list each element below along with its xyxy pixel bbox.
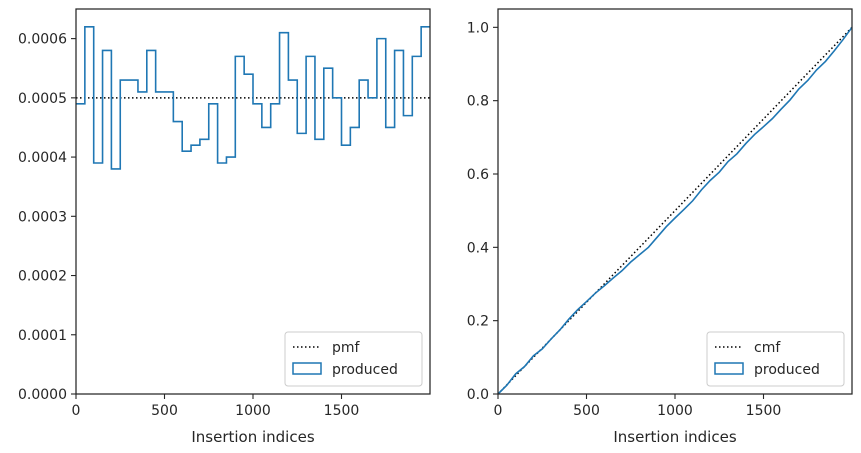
- cmf-series-produced: [497, 26, 853, 395]
- pmf-legend-produced-swatch: [292, 362, 322, 375]
- cmf-y-axis-ticks: 0.0 0.2 0.4 0.6 0.8 1.0: [467, 20, 498, 403]
- pmf-y-tick-label: 0.0005: [18, 91, 67, 107]
- pmf-y-tick-label: 0.0004: [18, 150, 67, 166]
- cmf-x-tick-label: 0: [494, 403, 503, 419]
- pmf-y-tick-label: 0.0001: [18, 328, 67, 344]
- cmf-x-axis-label: Insertion indices: [613, 428, 736, 446]
- cmf-plot-area: [497, 26, 853, 395]
- cmf-x-tick-label: 1500: [746, 403, 782, 419]
- cmf-chart-panel: 0 500 1000 1500 0.0 0.2 0.4 0.6 0.8 1.0 Insertio…: [467, 8, 853, 446]
- cmf-y-tick-label: 1.0: [467, 20, 489, 36]
- cmf-y-tick-label: 0.2: [467, 314, 489, 330]
- pmf-y-tick-label: 0.0006: [18, 32, 67, 48]
- pmf-series-produced: [76, 25, 430, 170]
- pmf-y-axis-ticks: 0.0000 0.0001 0.0002 0.0003 0.0004 0.0005 0.00…: [18, 32, 76, 403]
- pmf-x-axis-ticks: 0 500 1000 1500: [72, 394, 360, 419]
- cmf-legend-produced-label: produced: [754, 362, 820, 378]
- pmf-legend-box: [284, 331, 423, 387]
- cmf-x-tick-label: 1000: [657, 403, 693, 419]
- pmf-y-tick-label: 0.0000: [18, 387, 67, 403]
- cmf-axes-frame: [497, 8, 853, 395]
- cmf-y-tick-label: 0.0: [467, 387, 489, 403]
- pmf-x-tick-label: 500: [151, 403, 178, 419]
- pmf-legend-produced-label: produced: [332, 362, 398, 378]
- cmf-x-axis-ticks: 0 500 1000 1500: [494, 394, 782, 419]
- pmf-chart-panel: 0 500 1000 1500 0.00000.00010.00020.00030.0…: [18, 8, 431, 446]
- cmf-y-tick-label: 0.6: [467, 167, 489, 183]
- cmf-y-tick-label: 0.8: [467, 94, 489, 110]
- pmf-x-tick-label: 1500: [324, 403, 360, 419]
- pmf-legend: pmf produced: [284, 331, 423, 387]
- pmf-x-tick-label: 1000: [235, 403, 271, 419]
- pmf-axes-frame: [75, 8, 431, 395]
- pmf-plot-area: [76, 25, 430, 170]
- pmf-y-tick-label: 0.0003: [18, 209, 67, 225]
- pmf-legend-pmf-label: pmf: [332, 340, 361, 356]
- cmf-legend-cmf-label: cmf: [754, 340, 781, 356]
- cmf-legend-produced-swatch: [714, 362, 744, 375]
- cmf-legend-box: [706, 331, 845, 387]
- pmf-x-axis-label: Insertion indices: [191, 428, 314, 446]
- pmf-y-tick-label: 0.0002: [18, 269, 67, 285]
- cmf-x-tick-label: 500: [573, 403, 600, 419]
- pmf-x-tick-label: 0: [72, 403, 81, 419]
- cmf-legend: cmf produced: [706, 331, 845, 387]
- cmf-y-tick-label: 0.4: [467, 240, 489, 256]
